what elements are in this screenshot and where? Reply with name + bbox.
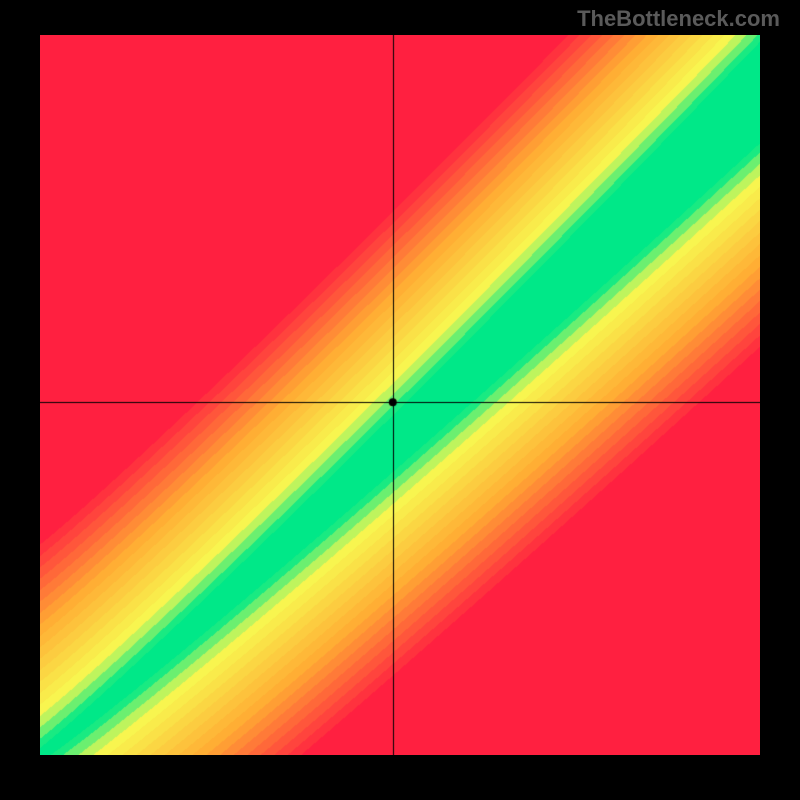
- plot-area: [40, 35, 760, 755]
- watermark-text: TheBottleneck.com: [0, 6, 780, 32]
- heatmap-canvas: [40, 35, 760, 755]
- chart-container: TheBottleneck.com: [0, 0, 800, 800]
